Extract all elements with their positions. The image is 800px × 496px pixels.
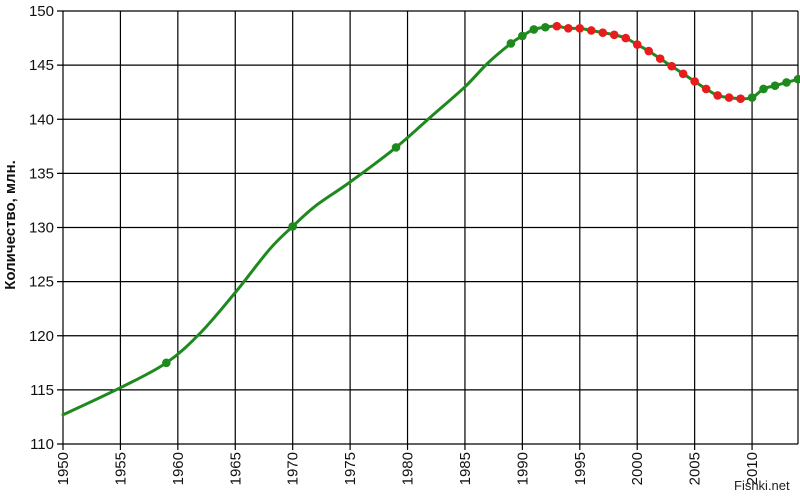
x-tick-label: 1995 <box>572 452 589 485</box>
x-tick-label: 1950 <box>55 452 72 485</box>
data-point <box>655 54 665 63</box>
data-point <box>747 93 757 102</box>
y-tick-label: 130 <box>29 220 54 237</box>
data-point <box>529 25 539 34</box>
data-point <box>713 91 722 100</box>
data-point <box>609 30 619 40</box>
x-tick-label: 1975 <box>342 452 359 485</box>
data-markers <box>162 21 800 368</box>
x-tick-label: 1965 <box>227 452 244 485</box>
data-point <box>552 21 562 31</box>
data-point <box>586 26 596 35</box>
population-line <box>61 24 800 417</box>
data-point <box>632 40 642 49</box>
data-point <box>391 143 401 152</box>
x-tick-label: 2010 <box>744 452 761 485</box>
data-point <box>782 78 791 87</box>
x-tick-label: 1980 <box>400 452 417 485</box>
y-tick-label: 135 <box>29 165 54 182</box>
data-point <box>575 24 585 33</box>
y-tick-labels: 110 115 120 125 130 135 140 145 150 <box>29 3 54 453</box>
y-tick-label: 120 <box>29 328 54 345</box>
data-point <box>644 46 654 56</box>
data-point <box>506 39 516 48</box>
x-tick-label: 2000 <box>629 452 646 485</box>
y-tick-label: 110 <box>30 436 54 453</box>
data-point <box>736 94 745 103</box>
data-point <box>759 84 768 94</box>
data-point <box>724 93 734 102</box>
data-point <box>793 74 800 84</box>
y-tick-label: 140 <box>29 111 54 128</box>
data-point <box>690 77 699 86</box>
x-tick-label: 1970 <box>285 452 302 485</box>
x-tick-label: 1990 <box>514 452 531 485</box>
x-tick-label: 2005 <box>687 452 704 485</box>
data-point <box>564 24 573 33</box>
data-point <box>701 84 711 94</box>
x-tick-label: 1955 <box>112 452 129 485</box>
x-tick-label: 1985 <box>457 452 474 485</box>
y-axis-label: Количество, млн. <box>2 160 19 290</box>
y-tick-label: 115 <box>30 382 54 399</box>
data-point <box>678 69 688 79</box>
y-tick-label: 150 <box>29 3 54 20</box>
data-point <box>288 222 297 231</box>
x-tick-label: 1960 <box>170 452 187 485</box>
data-point <box>541 22 550 32</box>
data-point <box>518 31 527 41</box>
data-point <box>162 358 171 368</box>
data-point <box>621 33 631 43</box>
data-point <box>667 61 676 71</box>
y-tick-label: 125 <box>29 274 54 291</box>
data-point <box>598 28 608 37</box>
watermark: Fishki.net <box>734 478 790 493</box>
x-tick-labels: 1950 1955 1960 1965 1970 1975 1980 1985 1990 1995… <box>55 452 761 485</box>
y-tick-label: 145 <box>29 57 54 74</box>
data-point <box>770 81 780 90</box>
